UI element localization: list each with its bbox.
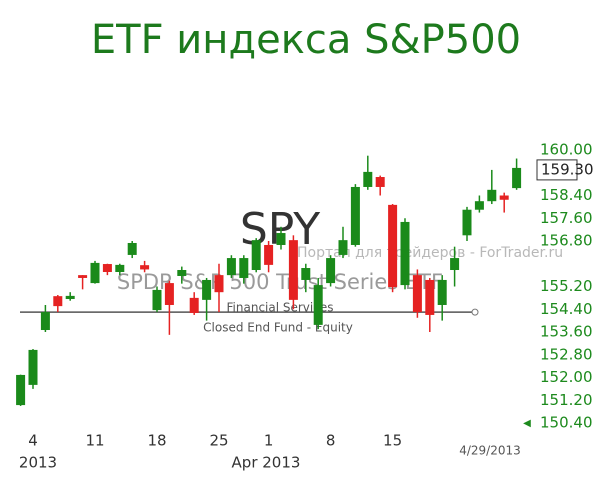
y-tick-label: 153.60 [540, 323, 593, 341]
candle-body [264, 244, 274, 265]
candle-body [127, 242, 137, 255]
x-tick-label: 11 [85, 432, 104, 450]
candle-body [326, 258, 336, 284]
candle-body [363, 171, 373, 187]
x-tick-label: 4 [28, 432, 38, 450]
month-label: 2013 [19, 454, 57, 472]
candle-body [400, 221, 410, 286]
watermark: Портал для трейдеров - ForTrader.ru [297, 245, 563, 261]
candle-body [152, 289, 162, 311]
level-handle [471, 308, 479, 316]
candle-body [412, 275, 422, 313]
candle-body [214, 275, 224, 293]
y-tick-label: 150.40 [540, 414, 593, 432]
candle-body [189, 297, 199, 313]
candle-body [288, 240, 298, 300]
candle-body [350, 186, 360, 245]
candle-body [226, 258, 236, 276]
y-tick-label: 160.00 [540, 141, 593, 159]
candle-body [251, 240, 261, 271]
candle-body [375, 177, 385, 187]
candle-body [177, 270, 187, 276]
candle-body [40, 312, 50, 331]
candle-body [301, 268, 311, 280]
date-label: 4/29/2013 [459, 444, 521, 458]
candle-body [16, 374, 26, 406]
candle-body [239, 258, 249, 278]
y-tick-label: 152.00 [540, 368, 593, 386]
candle-body [474, 201, 484, 210]
axis-arrow: ◀ [523, 418, 531, 429]
candle-body [338, 240, 348, 255]
candle-body [140, 265, 150, 270]
candle-body [388, 204, 398, 288]
candle-body [90, 262, 100, 284]
y-tick-label: 155.20 [540, 277, 593, 295]
month-label: Apr 2013 [232, 454, 301, 472]
candle-body [425, 279, 435, 315]
candle-body [115, 264, 125, 272]
chart-title: ETF индекса S&P500 [91, 17, 521, 63]
y-tick-label: 158.40 [540, 186, 593, 204]
x-tick-label: 8 [326, 432, 336, 450]
x-tick-label: 18 [147, 432, 166, 450]
candle-body [450, 258, 460, 271]
candle-body [65, 295, 75, 300]
x-tick-label: 1 [264, 432, 274, 450]
candle-body [276, 233, 286, 245]
last-price-box [536, 159, 578, 181]
y-tick-label: 154.40 [540, 300, 593, 318]
x-tick-label: 15 [383, 432, 402, 450]
candle-body [437, 279, 447, 305]
candle-body [28, 349, 38, 385]
candle-body [462, 209, 472, 236]
candle-body [164, 283, 174, 305]
y-tick-label: 152.80 [540, 345, 593, 363]
sector: Financial Services [227, 301, 334, 315]
candle-body [78, 275, 88, 278]
candle-body [202, 279, 212, 300]
last-price-label: 159.30 [541, 160, 594, 178]
y-tick-label: 151.20 [540, 391, 593, 409]
y-tick-label: 156.80 [540, 232, 593, 250]
y-tick-label: 157.60 [540, 209, 593, 227]
fund-type: Closed End Fund - Equity [203, 321, 353, 335]
candle-body [53, 296, 63, 307]
candle-body [313, 285, 323, 325]
candle-body [487, 189, 497, 202]
candle-body [102, 264, 112, 272]
candle-body [499, 195, 509, 200]
x-tick-label: 25 [209, 432, 228, 450]
candle-body [512, 167, 522, 189]
